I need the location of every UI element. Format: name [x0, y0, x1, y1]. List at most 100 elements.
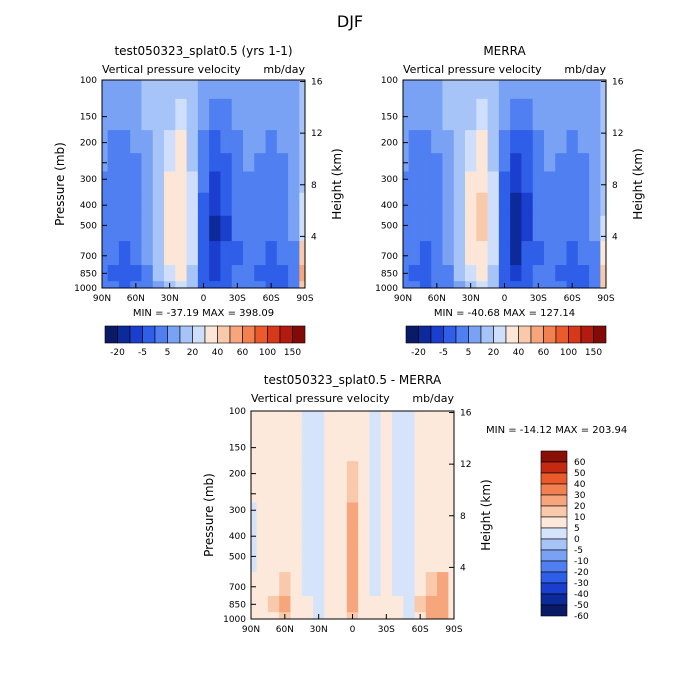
heatmap-cell: [577, 215, 590, 242]
y2-tick-label: 8: [612, 181, 618, 191]
heatmap-cell: [532, 98, 545, 131]
heatmap-cell: [380, 595, 393, 613]
heatmap-cell: [532, 80, 545, 99]
heatmap-cell: [521, 171, 534, 193]
colorbar-swatch: [229, 325, 243, 344]
colorbar-swatch: [540, 582, 568, 595]
heatmap-cell: [141, 215, 154, 242]
colorbar-swatch: [455, 325, 469, 344]
heatmap-cell: [242, 152, 255, 172]
heatmap-cell: [476, 264, 489, 282]
heatmap-cell: [448, 502, 455, 524]
heatmap-cell: [141, 280, 154, 289]
heatmap-cell: [118, 215, 131, 242]
heatmap-cell: [141, 152, 154, 172]
x-tick-label: 90S: [445, 625, 462, 635]
heatmap-cell: [335, 411, 348, 430]
heatmap-cell: [555, 240, 568, 266]
heatmap-cell: [251, 429, 258, 462]
heatmap-cell: [391, 523, 404, 547]
heatmap-cell: [265, 192, 278, 216]
y-tick-label: 300: [229, 506, 246, 516]
heatmap-cell: [453, 264, 466, 282]
panel-subtitle-right: mb/day: [412, 392, 454, 405]
colorbar-label: -5: [439, 348, 448, 358]
heatmap-cell: [242, 280, 255, 289]
heatmap-cell: [600, 171, 607, 193]
y-tick-label: 150: [381, 113, 398, 123]
heatmap-cell: [380, 411, 393, 430]
colorbar-label: 20: [574, 502, 586, 512]
heatmap-cell: [152, 280, 165, 289]
heatmap-cell: [186, 240, 199, 266]
heatmap-cell: [453, 215, 466, 242]
heatmap-cell: [408, 192, 421, 216]
heatmap-cell: [102, 240, 109, 266]
x-tick-label: 0: [201, 294, 207, 304]
colorbar-swatch: [540, 571, 568, 584]
heatmap-cell: [448, 460, 455, 485]
y-axis-label: Pressure (mb): [53, 142, 67, 226]
heatmap-cell: [419, 80, 432, 99]
heatmap-cell: [242, 129, 255, 154]
heatmap-cell: [555, 129, 568, 154]
panel-2: MERRA Vertical pressure velocity mb/day 90N…: [375, 44, 645, 358]
heatmap-cell: [313, 429, 325, 462]
heatmap-cell: [453, 152, 466, 172]
heatmap-cell: [313, 502, 325, 524]
figure-title: DJF: [337, 12, 363, 31]
y-tick-label: 300: [381, 175, 398, 185]
heatmap-cell: [380, 502, 393, 524]
heatmap-cell: [442, 280, 455, 289]
heatmap-cell: [299, 280, 306, 289]
colorbar-swatch: [555, 325, 569, 344]
heatmap-cell: [487, 215, 500, 242]
heatmap-cell: [453, 171, 466, 193]
heatmap-cell: [369, 460, 382, 485]
heatmap-cell: [290, 502, 303, 524]
colorbar-swatch: [505, 325, 519, 344]
heatmap-cell: [346, 460, 359, 485]
colorbar-label: 150: [585, 348, 602, 358]
heatmap-cell: [419, 192, 432, 216]
heatmap-cell: [442, 152, 455, 172]
heatmap-cell: [335, 483, 348, 503]
heatmap-cell: [543, 192, 556, 216]
heatmap-cell: [369, 546, 382, 573]
heatmap-cell: [425, 411, 438, 430]
heatmap-cell: [391, 429, 404, 462]
colorbar-label: -20: [110, 348, 125, 358]
heatmap-cell: [453, 98, 466, 131]
heatmap-cell: [152, 129, 165, 154]
heatmap-cell: [408, 264, 421, 282]
heatmap-cell: [408, 80, 421, 99]
heatmap-cell: [186, 152, 199, 172]
heatmap-cell: [498, 98, 511, 131]
heatmap-cell: [141, 240, 154, 266]
heatmap-cell: [209, 280, 221, 289]
heatmap-cell: [431, 98, 443, 131]
x-tick-label: 30N: [462, 294, 480, 304]
heatmap-cell: [437, 523, 449, 547]
heatmap-cell: [251, 411, 258, 430]
heatmap-cell: [521, 215, 534, 242]
heatmap-cell: [251, 460, 258, 485]
heatmap-cell: [299, 240, 306, 266]
colorbar-swatch: [254, 325, 268, 344]
heatmap-cell: [254, 98, 267, 131]
heatmap-cell: [555, 152, 568, 172]
heatmap-cell: [403, 611, 416, 620]
y-tick-label: 850: [381, 269, 398, 279]
heatmap-cell: [267, 483, 280, 503]
heatmap-cell: [532, 264, 545, 282]
heatmap-cell: [324, 595, 337, 613]
heatmap-cell: [267, 429, 280, 462]
heatmap-cell: [521, 98, 534, 131]
heatmap-cell: [242, 98, 255, 131]
colorbar-swatch: [292, 325, 306, 344]
heatmap-cell: [164, 129, 176, 154]
heatmap-cell: [288, 80, 300, 99]
heatmap-cell: [419, 171, 432, 193]
heatmap-cell: [102, 98, 109, 131]
